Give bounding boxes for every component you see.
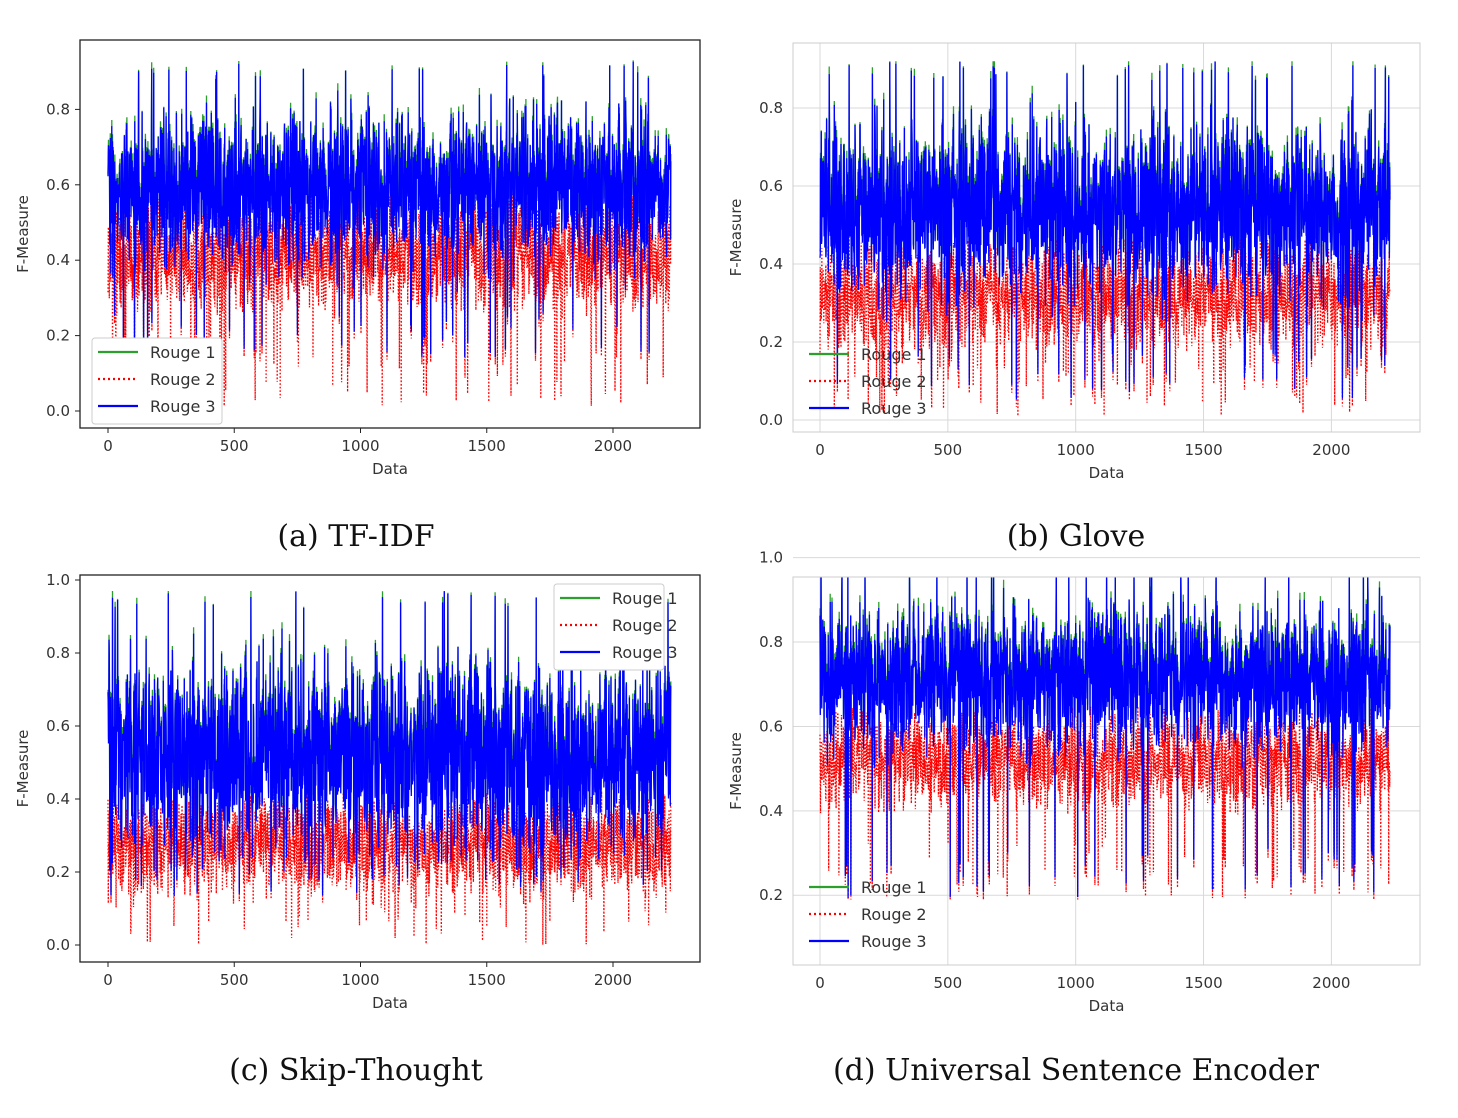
legend-label: Rouge 3 (150, 397, 216, 416)
y-tick-label: 0.4 (46, 251, 70, 269)
legend-label: Rouge 2 (612, 616, 678, 635)
y-tick-label: 0.2 (759, 886, 783, 904)
y-tick-label: 0.0 (46, 936, 70, 954)
legend: Rouge 1 Rouge 2 Rouge 3 (809, 345, 927, 418)
legend: Rouge 1 Rouge 2 Rouge 3 (91, 337, 223, 425)
y-tick-label: 0.2 (759, 333, 783, 351)
legend-label: Rouge 3 (612, 643, 678, 662)
plot-frame (792, 576, 1421, 966)
legend-label: Rouge 3 (861, 399, 927, 418)
y-tick-label: 0.8 (46, 644, 70, 662)
x-tick-label: 500 (220, 437, 249, 455)
x-tick-label: 0 (103, 437, 113, 455)
y-tick-label: 0.0 (46, 402, 70, 420)
x-tick-label: 0 (815, 441, 825, 459)
y-tick-label: 1.0 (46, 571, 70, 589)
x-tick-label: 1500 (1184, 441, 1222, 459)
x-tick-label: 1000 (341, 437, 379, 455)
legend-label: Rouge 1 (612, 589, 678, 608)
legend-label: Rouge 3 (861, 932, 927, 951)
y-tick-label: 0.8 (759, 633, 783, 651)
series-line-rouge-2 (819, 235, 1391, 417)
y-tick-label: 0.2 (46, 863, 70, 881)
x-tick-label: 1000 (1057, 974, 1095, 992)
legend-label: Rouge 2 (861, 372, 927, 391)
x-tick-label: 500 (934, 974, 963, 992)
y-tick-label: 0.6 (46, 717, 70, 735)
x-tick-label: 2000 (594, 971, 632, 989)
y-tick-label: 0.8 (759, 99, 783, 117)
chart-panel-3: 0.0 0.2 0.4 0.6 0.8 1.0 0 500 1000 1500 2000 Data F-… (14, 571, 701, 1088)
subfigure-caption: (c) Skip-Thought (229, 1053, 483, 1088)
subfigure-caption: (a) TF-IDF (277, 519, 434, 554)
y-axis-label: F-Measure (727, 732, 745, 810)
y-tick-label: 0.4 (46, 790, 70, 808)
x-tick-label: 1500 (468, 437, 506, 455)
y-axis-label: F-Measure (14, 195, 32, 273)
y-tick-label: 0.4 (759, 255, 783, 273)
x-tick-label: 1500 (468, 971, 506, 989)
y-tick-label: 0.4 (759, 802, 783, 820)
legend: Rouge 1 Rouge 2 Rouge 3 (553, 583, 678, 671)
subfigure-caption: (b) Glove (1007, 519, 1145, 554)
x-tick-label: 0 (815, 974, 825, 992)
chart-panel-1: 0.0 0.2 0.4 0.6 0.8 0 500 1000 1500 2000 Data F-Mea… (14, 39, 701, 554)
legend-label: Rouge 1 (861, 345, 927, 364)
series-line-rouge-2 (819, 706, 1391, 900)
series-line-rouge-3 (107, 61, 672, 358)
y-tick-label: 0.6 (759, 717, 783, 735)
x-axis-label: Data (372, 994, 408, 1012)
series-line-rouge-3 (107, 591, 672, 896)
legend-label: Rouge 1 (150, 343, 216, 362)
y-tick-label: 1.0 (759, 549, 783, 567)
y-tick-label: 0.6 (759, 177, 783, 195)
x-tick-label: 1000 (1057, 441, 1095, 459)
legend-label: Rouge 2 (150, 370, 216, 389)
x-tick-label: 1000 (341, 971, 379, 989)
x-tick-label: 1500 (1184, 974, 1222, 992)
y-axis-label: F-Measure (14, 730, 32, 808)
y-tick-label: 0.6 (46, 176, 70, 194)
y-tick-label: 0.8 (46, 100, 70, 118)
series-line-rouge-3 (819, 577, 1391, 898)
subfigure-caption: (d) Universal Sentence Encoder (833, 1053, 1320, 1088)
y-tick-label: 0.0 (759, 411, 783, 429)
y-axis-label: F-Measure (727, 199, 745, 277)
x-tick-label: 500 (220, 971, 249, 989)
legend-label: Rouge 2 (861, 905, 927, 924)
plot-frame (79, 39, 701, 429)
legend-box (553, 583, 665, 671)
legend: Rouge 1 Rouge 2 Rouge 3 (809, 878, 927, 951)
x-tick-label: 2000 (594, 437, 632, 455)
chart-panel-2: 0.0 0.2 0.4 0.6 0.8 0 500 1000 1500 2000 Data F-Mea… (727, 42, 1421, 554)
x-axis-label: Data (1089, 997, 1125, 1015)
series-line-rouge-2 (107, 189, 672, 406)
legend-label: Rouge 1 (861, 878, 927, 897)
x-tick-label: 0 (103, 971, 113, 989)
chart-panel-4: 0.2 0.4 0.6 0.8 1.0 0 500 1000 1500 2000 Data F-Mea… (727, 549, 1421, 1088)
x-axis-label: Data (1089, 464, 1125, 482)
plot-frame (792, 42, 1421, 433)
y-tick-label: 0.2 (46, 327, 70, 345)
series-line-rouge-3 (819, 61, 1391, 400)
plot-frame (79, 574, 701, 963)
x-axis-label: Data (372, 460, 408, 478)
legend-box (91, 337, 223, 425)
x-tick-label: 2000 (1312, 974, 1350, 992)
x-tick-label: 500 (934, 441, 963, 459)
x-tick-label: 2000 (1312, 441, 1350, 459)
